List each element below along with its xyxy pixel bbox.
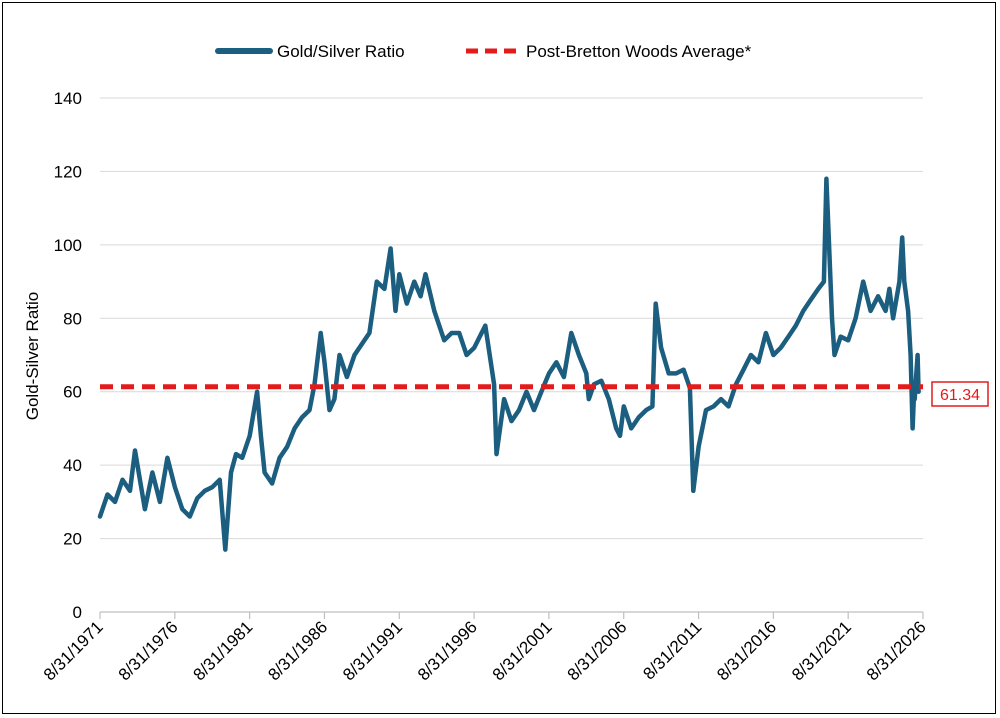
legend-label-average: Post-Bretton Woods Average* bbox=[526, 42, 752, 61]
x-tick-label: 8/31/2006 bbox=[564, 617, 631, 684]
x-tick-label: 8/31/1981 bbox=[190, 617, 257, 684]
y-tick-label: 120 bbox=[54, 162, 82, 181]
x-tick-label: 8/31/1996 bbox=[414, 617, 481, 684]
y-tick-label: 0 bbox=[73, 603, 82, 622]
x-tick-label: 8/31/1991 bbox=[339, 617, 406, 684]
y-tick-label: 60 bbox=[63, 383, 82, 402]
gridlines bbox=[100, 97, 923, 540]
x-tick-label: 8/31/2011 bbox=[639, 617, 705, 683]
y-axis-ticks: 0 20 40 60 80 100 120 140 bbox=[54, 89, 82, 622]
x-axis: 8/31/1971 8/31/1976 8/31/1981 8/31/1986 8/31… bbox=[40, 611, 930, 684]
legend: Gold/Silver Ratio Post-Bretton Woods Ave… bbox=[215, 42, 752, 61]
x-tick-label: 8/31/2001 bbox=[489, 617, 556, 684]
average-value-label: 61.34 bbox=[931, 381, 989, 407]
y-tick-label: 80 bbox=[63, 309, 82, 328]
y-tick-label: 140 bbox=[54, 89, 82, 108]
x-tick-label: 8/31/2016 bbox=[713, 617, 780, 684]
y-tick-label: 100 bbox=[54, 236, 82, 255]
x-tick-label: 8/31/1986 bbox=[264, 617, 331, 684]
series-line-gold-silver-ratio bbox=[97, 176, 921, 552]
y-tick-label: 20 bbox=[63, 530, 82, 549]
y-tick-label: 40 bbox=[63, 456, 82, 475]
y-axis-label: Gold-Silver Ratio bbox=[23, 292, 42, 421]
legend-label-gold-silver-ratio: Gold/Silver Ratio bbox=[277, 42, 405, 61]
average-label-box bbox=[931, 381, 989, 407]
average-label-text: 61.34 bbox=[940, 387, 980, 404]
x-tick-label: 8/31/1971 bbox=[40, 617, 107, 684]
x-tick-label: 8/31/2026 bbox=[863, 617, 930, 684]
x-tick-label: 8/31/1976 bbox=[115, 617, 182, 684]
series-layer bbox=[97, 176, 923, 552]
x-tick-label: 8/31/2021 bbox=[788, 617, 855, 684]
